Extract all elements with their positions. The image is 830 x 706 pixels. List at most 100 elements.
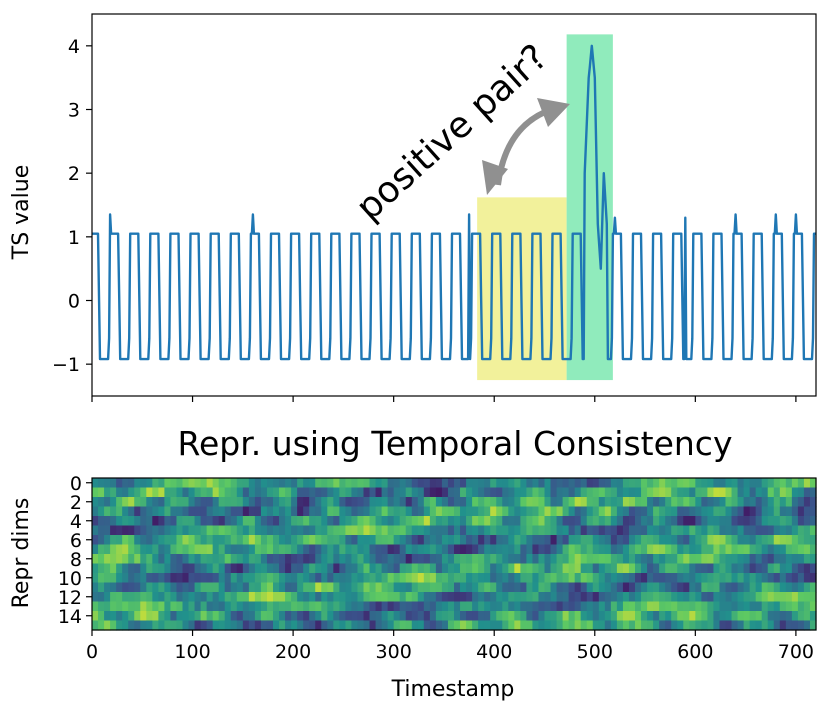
heatmap-cell [134,544,141,555]
heatmap-cell [266,525,274,536]
heatmap-cell [731,506,739,517]
heatmap-cell [134,535,141,546]
heatmap-cell [176,563,184,574]
heatmap-cell [604,554,612,565]
heatmap-cell [128,620,135,631]
heatmap-cell [98,525,105,536]
heatmap-cell [653,525,660,536]
heatmap-cell [484,582,491,593]
heatmap-cell [586,601,594,612]
heatmap-cell [134,592,141,603]
heatmap-cell [707,563,715,574]
heatmap-cell [628,478,636,489]
heatmap-cell [333,535,340,546]
heatmap-cell [544,592,552,603]
heatmap-cell [731,544,739,555]
heatmap-cell [242,506,250,517]
heatmap-cell [773,525,781,536]
heatmap-cell [478,620,485,631]
heatmap-cell [224,620,232,631]
heatmap-cell [285,535,292,546]
heatmap-cell [242,497,250,508]
heatmap-cell [375,525,383,536]
heatmap-cell [580,582,588,593]
heatmap-cell [285,487,292,498]
heatmap-cell [544,573,552,584]
heatmap-cell [460,535,467,546]
heatmap-cell [454,535,461,546]
heatmap-cell [520,544,527,555]
heatmap-cell [128,611,135,622]
heatmap-cell [580,535,588,546]
heatmap-cell [158,525,165,536]
heatmap-cell [411,620,419,631]
heatmap-cell [429,516,437,527]
heatmap-cell [695,525,702,536]
heatmap-cell [140,573,147,584]
heatmap-cell [809,487,817,498]
heatmap-cell [285,525,292,536]
heatmap-cell [707,535,715,546]
heatmap-cell [116,506,123,517]
heatmap-cell [514,497,521,508]
heatmap-cell [803,601,811,612]
heatmap-cell [393,497,401,508]
heatmap-cell [809,563,817,574]
heatmap-cell [399,506,407,517]
heatmap-cell [809,506,817,517]
heatmap-cell [110,554,117,565]
heatmap-cell [568,582,576,593]
heatmap-cell [460,582,467,593]
heatmap-cell [146,563,153,574]
heatmap-cell [333,516,340,527]
heatmap-cell [538,506,546,517]
heatmap-cell [242,535,250,546]
heatmap-cell [309,611,316,622]
heatmap-cell [104,620,111,631]
heatmap-cell [713,582,721,593]
heatmap-cell [556,620,564,631]
heatmap-cell [236,478,244,489]
heatmap-cell [677,563,684,574]
heatmap-cell [641,544,648,555]
heatmap-cell [544,516,552,527]
heatmap-cell [345,573,353,584]
heatmap-cell [532,535,540,546]
heatmap-cell [441,592,449,603]
heatmap-cell [526,601,534,612]
heatmap-cell [502,611,509,622]
heatmap-cell [399,620,407,631]
heatmap-cell [647,563,654,574]
heatmap-cell [441,573,449,584]
heatmap-cell [454,487,461,498]
heatmap-cell [104,563,111,574]
heatmap-cell [158,582,165,593]
heatmap-cell [598,506,606,517]
heatmap-cell [635,592,642,603]
heatmap-cell [556,516,564,527]
top-y-tick-label: 3 [68,100,80,122]
heatmap-cell [212,563,220,574]
heatmap-cell [520,487,527,498]
heatmap-cell [351,497,359,508]
heatmap-cell [508,563,515,574]
heatmap-cell [441,544,449,555]
heatmap-cell [327,535,334,546]
heatmap-cell [200,478,208,489]
heatmap-cell [405,478,413,489]
heatmap-cell [176,487,184,498]
heatmap-cell [357,525,365,536]
heatmap-cell [254,525,262,536]
heatmap-cell [158,544,165,555]
heatmap-cell [707,487,715,498]
heatmap-cell [592,620,600,631]
heatmap-cell [164,573,172,584]
heatmap-cell [713,592,721,603]
heatmap-cell [635,582,642,593]
heatmap-cell [580,620,588,631]
heatmap-cell [508,525,515,536]
heatmap-cell [574,563,582,574]
heatmap-cell [146,516,153,527]
heatmap-cell [200,497,208,508]
heatmap-cell [176,506,184,517]
